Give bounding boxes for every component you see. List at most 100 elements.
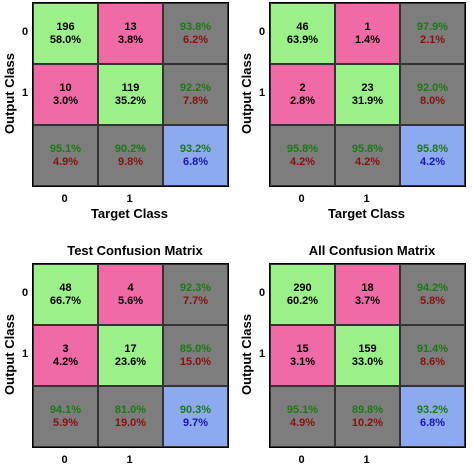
y-tick-label: 1 [259,86,266,99]
cell-percent: 6.8% [419,416,446,429]
x-tick-label: 0 [61,454,68,466]
cell-percent: 23.6% [114,355,147,368]
matrix-cell: 23 31.9% [335,64,400,125]
confusion-matrix-panel: 46 63.9% 1 1.4% 97.9% 2.1% 2 2.8% 23 31.9% 92.0% 8.… [237,0,474,237]
x-tick-label: 1 [126,454,133,466]
y-tick-label: 0 [259,25,266,38]
cell-value: 23 [361,81,374,94]
cell-value: 95.1% [286,403,319,416]
cell-percent: 3.8% [117,33,144,46]
matrix-cell: 85.0% 15.0% [163,325,228,386]
cell-value: 85.0% [179,342,212,355]
cell-value: 15 [296,342,309,355]
cell-value: 46 [296,20,309,33]
matrix-cell: 94.2% 5.8% [400,264,465,325]
y-axis-label: Output Class [1,263,17,446]
matrix-cell: 4 5.6% [98,264,163,325]
cell-percent: 2.1% [419,33,446,46]
y-axis-label: Output Class [2,2,17,185]
cell-value: 92.3% [179,281,212,294]
x-tick-label: 0 [61,193,68,205]
matrix-cell: 196 58.0% [33,3,98,64]
cell-percent: 4.9% [52,155,79,168]
matrix-cell: 46 63.9% [270,3,335,64]
cell-value: 90.3% [179,403,212,416]
cell-value: 159 [358,342,377,355]
cell-value: 10 [59,81,72,94]
cell-value: 13 [124,20,137,33]
cell-percent: 19.0% [114,416,147,429]
matrix-cell: 95.8% 4.2% [400,125,465,186]
cell-percent: 6.2% [182,33,209,46]
cell-value: 93.2% [179,142,212,155]
cell-percent: 63.9% [286,33,319,46]
cell-percent: 4.2% [419,155,446,168]
matrix-cell: 2 2.8% [270,64,335,125]
matrix-cell: 95.1% 4.9% [270,386,335,447]
x-tick-label: 0 [298,454,305,466]
cell-value: 97.9% [416,20,449,33]
matrix-cell: 92.3% 7.7% [163,264,228,325]
matrix-cell: 97.9% 2.1% [400,3,465,64]
panel-title: All Confusion Matrix [308,243,436,258]
matrix-grid: 46 63.9% 1 1.4% 97.9% 2.1% 2 2.8% 23 31.9% 92.0% 8.… [269,2,466,187]
cell-percent: 4.2% [52,355,79,368]
cell-value: 92.0% [416,81,449,94]
matrix-cell: 91.4% 8.6% [400,325,465,386]
matrix-grid: 48 66.7% 4 5.6% 92.3% 7.7% 3 4.2% 17 23.6% 85.0% 15… [32,263,229,448]
y-axis-label: Output Class [238,2,254,185]
y-axis-label-text: Output Class [1,314,17,395]
matrix-cell: 92.0% 8.0% [400,64,465,125]
cell-value: 95.8% [351,142,384,155]
cell-value: 196 [56,20,75,33]
cell-value: 92.2% [179,81,212,94]
confusion-matrix-panel: Test Confusion Matrix 48 66.7% 4 5.6% 92.3% 7.… [0,237,237,474]
y-tick-label: 0 [22,286,29,299]
cell-value: 90.2% [114,142,147,155]
cell-value: 290 [293,281,312,294]
cell-value: 17 [124,342,137,355]
cell-percent: 4.9% [289,416,316,429]
cell-percent: 33.0% [351,355,384,368]
cell-value: 1 [364,20,371,33]
matrix-cell: 290 60.2% [270,264,335,325]
matrix-cell: 48 66.7% [33,264,98,325]
matrix-cell: 93.8% 6.2% [163,3,228,64]
cell-percent: 1.4% [354,33,381,46]
cell-percent: 5.8% [419,294,446,307]
cell-value: 89.8% [351,403,384,416]
cell-percent: 3.1% [289,355,316,368]
cell-percent: 5.6% [117,294,144,307]
matrix-cell: 93.2% 6.8% [163,125,228,186]
cell-percent: 4.2% [289,155,316,168]
matrix-cell: 95.8% 4.2% [335,125,400,186]
cell-percent: 8.0% [419,94,446,107]
x-axis-label: Target Class [90,206,169,221]
y-tick-label: 0 [259,286,266,299]
cell-value: 95.1% [49,142,82,155]
cell-value: 2 [299,81,306,94]
y-axis-label-text: Output Class [238,53,254,134]
cell-percent: 9.8% [117,155,144,168]
cell-value: 93.8% [179,20,212,33]
cell-percent: 8.6% [419,355,446,368]
cell-percent: 3.0% [52,94,79,107]
y-tick-label: 1 [22,347,29,360]
cell-percent: 31.9% [351,94,384,107]
matrix-cell: 81.0% 19.0% [98,386,163,447]
matrix-cell: 90.2% 9.8% [98,125,163,186]
matrix-cell: 3 4.2% [33,325,98,386]
matrix-cell: 89.8% 10.2% [335,386,400,447]
matrix-cell: 92.2% 7.8% [163,64,228,125]
matrix-cell: 15 3.1% [270,325,335,386]
x-axis-label: Target Class [327,206,406,221]
y-tick-label: 1 [22,86,29,99]
cell-value: 95.8% [286,142,319,155]
matrix-cell: 159 33.0% [335,325,400,386]
matrix-cell: 13 3.8% [98,3,163,64]
cell-value: 3 [62,342,69,355]
cell-value: 4 [127,281,134,294]
matrix-cell: 95.1% 4.9% [33,125,98,186]
cell-percent: 7.7% [182,294,209,307]
y-tick-label: 1 [259,347,266,360]
